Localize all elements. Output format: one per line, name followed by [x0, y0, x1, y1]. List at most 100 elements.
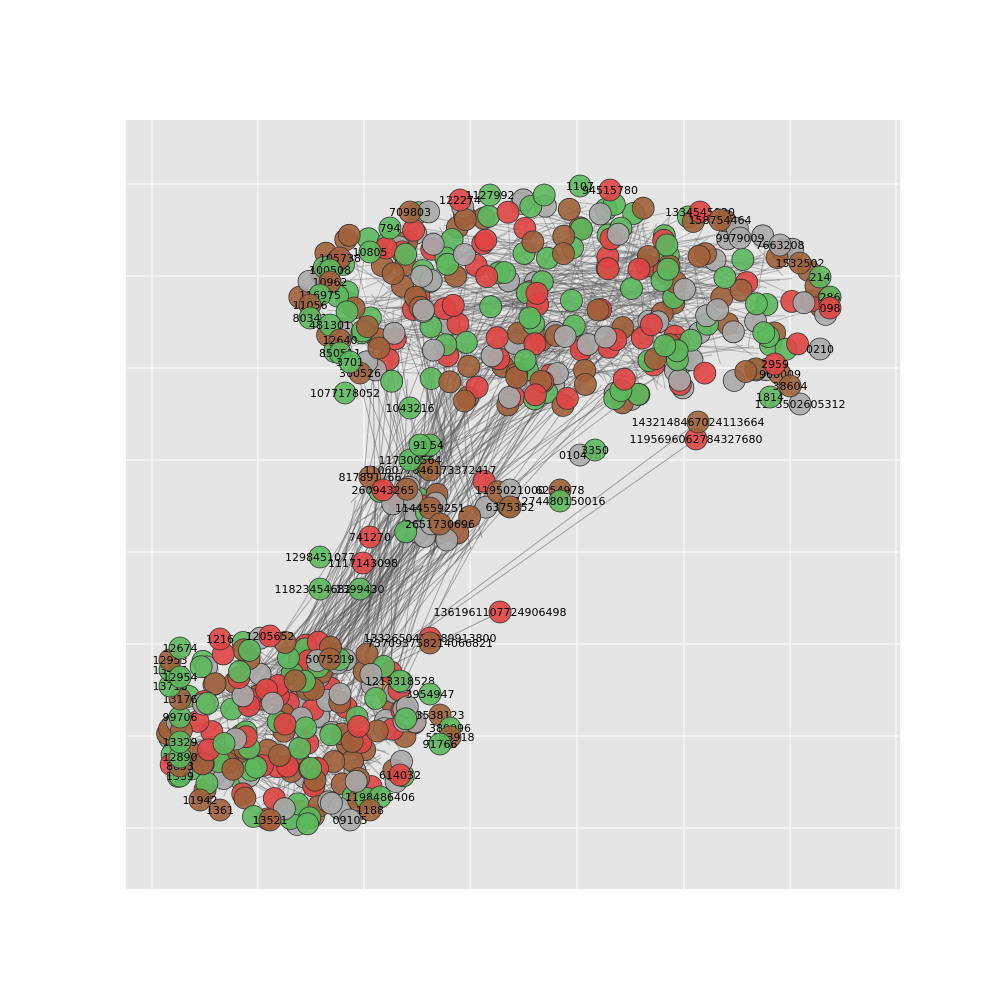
- graph-node-labeled: 1216: [206, 627, 234, 651]
- graph-node-labeled: 1213318528: [365, 669, 435, 693]
- graph-node-circle: [778, 374, 802, 398]
- graph-node-labeled: 1117143098: [328, 551, 398, 575]
- graph-node: [552, 242, 575, 266]
- graph-node: [706, 298, 729, 322]
- graph-node-circle: [708, 208, 732, 232]
- graph-edge: [411, 308, 453, 484]
- graph-node-label: 1432148467024113664: [632, 416, 765, 429]
- graph-node: [560, 288, 583, 312]
- graph-node-labeled: 1195021000: [475, 478, 545, 502]
- graph-edge: [427, 327, 483, 538]
- graph-node: [394, 520, 418, 544]
- graph-edge: [411, 310, 499, 525]
- graph-node-label: 94515780: [582, 184, 638, 197]
- graph-node: [474, 228, 498, 252]
- graph-node-circle: [318, 647, 342, 671]
- graph-node-labeled: 741270: [349, 525, 391, 549]
- graph-node-circle: [398, 200, 422, 224]
- graph-node: [457, 354, 481, 378]
- graph-node-circle: [338, 808, 362, 832]
- graph-node-label: 122274: [439, 194, 481, 207]
- graph-edge: [402, 298, 484, 517]
- graph-node-labeled: 3954947: [406, 682, 455, 706]
- graph-edge: [477, 227, 679, 322]
- unlabeled-node-cluster: [156, 183, 841, 836]
- graph-node-label: 0210: [806, 343, 834, 356]
- graph-node-label: 1361961107724906498: [434, 606, 567, 619]
- graph-node-circle: [548, 489, 572, 513]
- graph-node: [319, 723, 343, 747]
- graph-node: [394, 707, 418, 731]
- graph-node-label: 1361: [206, 804, 234, 817]
- graph-node: [410, 264, 434, 288]
- graph-node-circle: [348, 577, 372, 601]
- graph-edge: [351, 537, 406, 719]
- graph-node-labeled: 6375352: [486, 495, 535, 519]
- graph-node-label: 737093758214066821: [367, 637, 493, 650]
- graph-node-labeled: 214: [808, 265, 832, 289]
- graph-node: [367, 336, 391, 360]
- graph-node-label: 1814: [756, 391, 784, 404]
- graph-node: [588, 202, 612, 226]
- graph-node-label: 3954947: [406, 688, 455, 701]
- graph-node-label: 2651730696: [405, 518, 475, 531]
- graph-node: [693, 361, 717, 385]
- graph-node: [268, 744, 292, 767]
- labeled-nodes: 1195696062784327680 1432148467024113664 13…: [153, 174, 845, 832]
- graph-node-circle: [568, 174, 592, 198]
- graph-node: [203, 672, 227, 695]
- graph-node-labeled: 1144559251: [395, 496, 465, 520]
- graph-node: [364, 687, 388, 710]
- graph-node-labeled: 1361961107724906498: [434, 600, 567, 624]
- graph-node: [394, 242, 418, 266]
- graph-node-labeled: 737093758214066821: [367, 631, 493, 655]
- graph-node: [273, 712, 297, 736]
- graph-edge: [433, 373, 628, 527]
- graph-edge: [686, 270, 706, 278]
- graph-node-labeled: 614032: [379, 763, 421, 787]
- graph-node-label: 13521: [253, 814, 288, 827]
- graph-node: [458, 505, 482, 528]
- graph-node: [556, 386, 579, 410]
- graph-node: [606, 222, 630, 246]
- graph-node-labeled: 10805: [353, 240, 388, 264]
- graph-node: [532, 183, 556, 207]
- graph-node-circle: [448, 188, 472, 212]
- graph-node: [438, 370, 462, 394]
- graph-node: [328, 682, 352, 706]
- graph-node-labeled: 1182345468279: [275, 577, 365, 601]
- graph-node-label: 1144559251: [395, 502, 465, 515]
- graph-node-labeled: 5075219: [306, 647, 355, 671]
- graph-node: [513, 348, 537, 372]
- graph-node-label: 13329: [163, 736, 198, 749]
- graph-node: [525, 281, 549, 305]
- graph-node-label: 1298451077: [285, 551, 355, 564]
- graph-node-labeled: 794: [378, 216, 402, 240]
- graph-node: [668, 368, 691, 392]
- graph-node-labeled: 9979009: [716, 226, 765, 250]
- graph-node: [479, 295, 503, 319]
- graph-node-labeled: 098: [818, 296, 842, 320]
- graph-node-labeled: 80342: [293, 306, 328, 330]
- graph-node-labeled: 11942: [183, 788, 218, 812]
- graph-node-circle: [258, 808, 282, 832]
- graph-node: [524, 383, 547, 407]
- graph-node: [233, 786, 257, 810]
- graph-node-circle: [378, 216, 402, 240]
- graph-edge: [252, 550, 390, 691]
- graph-node: [441, 293, 465, 317]
- graph-node-circle: [428, 732, 452, 756]
- graph-edge: [551, 279, 732, 317]
- graph-node-labeled: 1298451077: [285, 545, 355, 569]
- graph-node-labeled: 2651730696: [405, 512, 475, 536]
- graph-node: [412, 298, 435, 322]
- graph-node: [640, 313, 663, 337]
- graph-edge: [290, 493, 373, 656]
- graph-node-labeled: 1205652: [246, 624, 295, 648]
- graph-node-labeled: 94515780: [582, 178, 638, 202]
- graph-node-labeled: 12674: [163, 636, 198, 660]
- graph-edge: [394, 525, 467, 693]
- graph-node: [713, 266, 737, 289]
- graph-node-label: 9979009: [716, 232, 765, 245]
- graph-node: [283, 669, 307, 693]
